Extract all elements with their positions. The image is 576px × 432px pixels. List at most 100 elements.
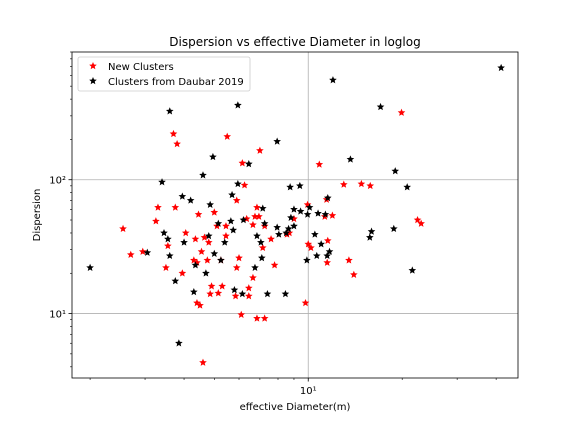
data-point [296, 181, 304, 190]
data-point [323, 236, 332, 244]
data-point [210, 208, 219, 216]
data-point [204, 238, 213, 246]
data-point [249, 220, 257, 229]
data-point [178, 192, 187, 200]
data-point [180, 238, 188, 246]
legend-entry-label: Clusters from Daubar 2019 [108, 77, 244, 88]
data-point [190, 287, 198, 296]
data-point [203, 256, 212, 264]
data-point [350, 270, 358, 278]
data-point [240, 181, 249, 189]
data-point [234, 179, 242, 188]
data-point [497, 63, 505, 72]
data-point [232, 263, 241, 271]
data-point [282, 228, 291, 237]
data-point [191, 235, 200, 243]
data-point [206, 200, 214, 208]
data-point [245, 292, 253, 300]
plot-area [72, 52, 518, 378]
data-point [329, 76, 337, 84]
data-point [209, 152, 217, 161]
data-point [314, 209, 322, 217]
data-point [340, 180, 348, 188]
data-point [273, 223, 281, 231]
legend-box [77, 56, 251, 92]
data-point [207, 282, 216, 290]
data-point [323, 251, 331, 260]
data-point [165, 251, 174, 260]
data-point [305, 203, 314, 211]
data-point [376, 102, 385, 111]
data-point [214, 219, 223, 227]
data-point [178, 269, 187, 277]
data-point [417, 219, 425, 227]
data-point [158, 178, 166, 186]
data-point [251, 212, 259, 220]
data-point [245, 160, 253, 168]
data-point [328, 211, 337, 219]
data-point [286, 183, 294, 191]
data-point [263, 290, 272, 298]
data-point [210, 249, 219, 257]
data-point [235, 254, 243, 262]
data-point [164, 235, 172, 243]
data-point [218, 282, 226, 290]
data-point [251, 263, 259, 271]
data-point [143, 248, 152, 256]
data-point [227, 217, 235, 225]
data-point [408, 266, 417, 274]
data-point [296, 207, 305, 215]
legend-marker [89, 62, 97, 70]
data-point [119, 224, 127, 233]
data-point [258, 254, 266, 262]
plot-frame [71, 51, 519, 379]
y-tick-label: 10¹ [49, 310, 66, 321]
data-point [245, 284, 253, 292]
data-point [173, 139, 181, 148]
data-point [284, 224, 293, 233]
data-point [229, 226, 238, 234]
legend-entry-label: New Clusters [108, 62, 174, 73]
data-point [196, 301, 204, 309]
chart-title: Dispersion vs effective Diameter in logl… [169, 35, 420, 49]
data-points [86, 63, 505, 366]
data-point [367, 227, 376, 235]
data-point [191, 261, 200, 269]
data-point [228, 190, 236, 199]
data-point [307, 243, 315, 252]
data-point [317, 240, 325, 248]
data-point [232, 196, 241, 204]
data-point [311, 230, 319, 238]
data-point [160, 228, 168, 237]
data-point [199, 171, 207, 179]
data-point [165, 107, 174, 115]
data-point [403, 183, 411, 191]
data-point [413, 216, 422, 224]
data-point [255, 212, 263, 220]
y-axis-label: Dispersion [32, 189, 43, 242]
data-point [204, 231, 213, 240]
data-point [281, 290, 290, 298]
data-point [249, 273, 257, 282]
data-point [223, 132, 232, 140]
axis-ticks: 10¹ 10¹ 10² [49, 51, 497, 397]
data-point [237, 310, 246, 318]
data-point [199, 358, 207, 366]
data-point [222, 222, 230, 230]
legend: New Clusters Clusters from Daubar 2019 [77, 56, 251, 92]
data-point [290, 205, 298, 213]
x-axis-label: effective Diameter(m) [240, 402, 351, 413]
data-point [169, 129, 178, 138]
data-point [267, 235, 275, 243]
data-point [258, 243, 267, 252]
y-tick-label: 10² [49, 176, 66, 187]
legend-marker [89, 77, 97, 85]
data-point [138, 247, 147, 255]
data-point [238, 290, 247, 298]
data-point [260, 219, 269, 227]
data-point [357, 179, 366, 188]
data-point [220, 238, 229, 246]
data-point [257, 238, 265, 246]
data-point [253, 314, 261, 322]
data-point [303, 210, 312, 218]
